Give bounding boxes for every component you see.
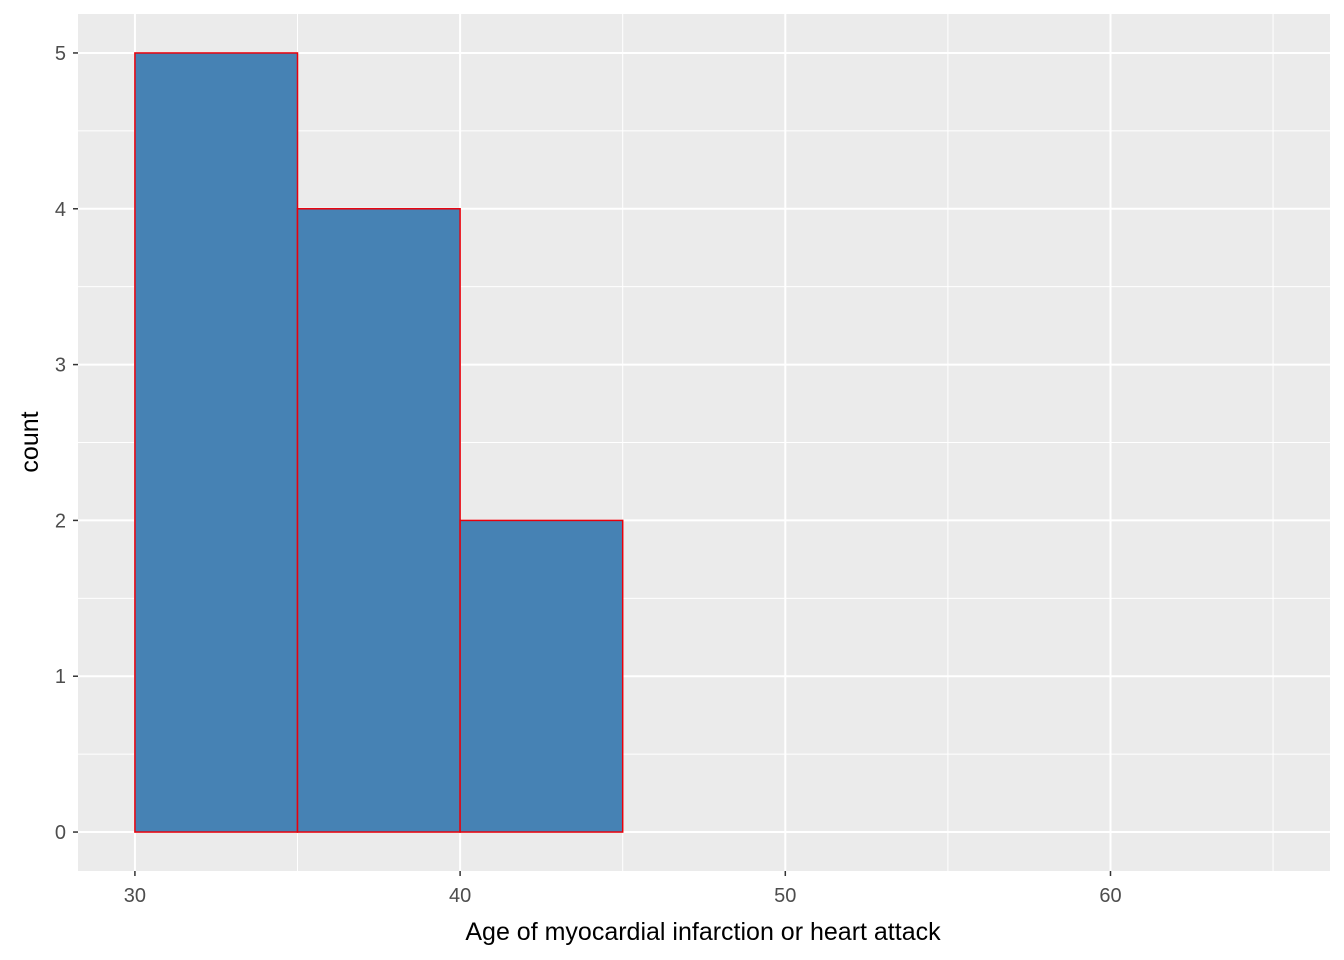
x-tick-label: 30	[124, 885, 146, 907]
histogram-bars	[134, 52, 624, 833]
y-tick-label: 5	[55, 43, 66, 65]
x-tick-label: 50	[774, 885, 796, 907]
y-tick-label: 0	[55, 822, 66, 844]
x-axis: 30 40 50 60	[124, 871, 1122, 907]
y-axis: 0 1 2 3 4 5	[55, 43, 78, 844]
y-tick-label: 4	[55, 199, 66, 221]
y-axis-title: count	[16, 411, 44, 472]
histogram-bar	[459, 519, 624, 833]
x-axis-title: Age of myocardial infarction or heart at…	[465, 918, 941, 946]
histogram-bar	[296, 208, 461, 833]
y-tick-label: 3	[55, 355, 66, 377]
x-tick-label: 40	[449, 885, 471, 907]
y-tick-label: 2	[55, 510, 66, 532]
histogram-bar	[134, 52, 299, 833]
x-tick-label: 60	[1099, 885, 1121, 907]
y-tick-label: 1	[55, 666, 66, 688]
